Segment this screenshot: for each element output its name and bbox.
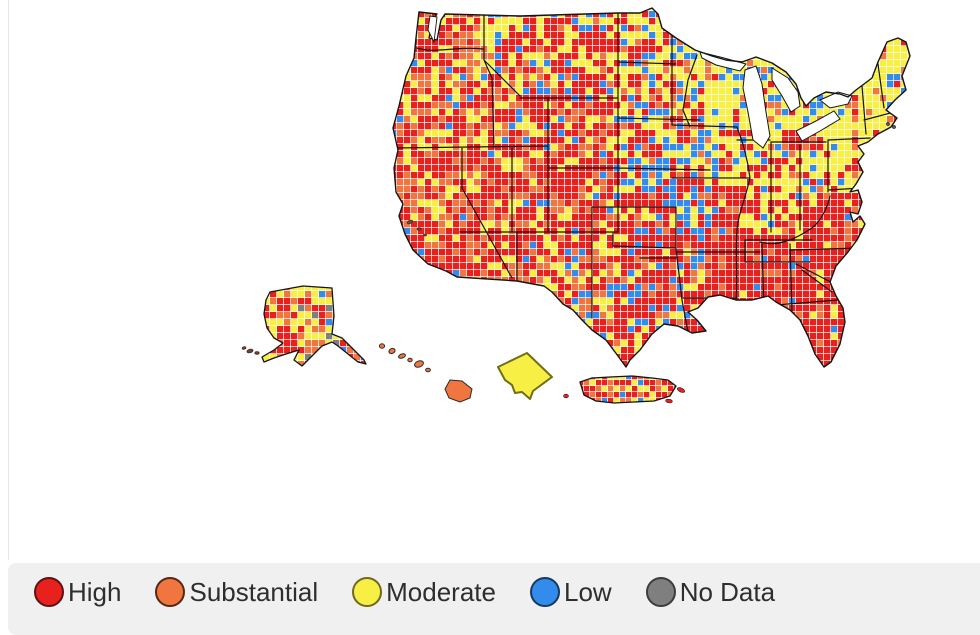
- inset-contiguous-us[interactable]: [390, 4, 977, 444]
- legend-label-moderate: Moderate: [386, 577, 496, 607]
- no-data-swatch-icon: [645, 577, 676, 607]
- legend-item-substantial: Substantial: [155, 577, 318, 607]
- lake-superior-icon: [699, 51, 747, 72]
- legend-label-no-data: No Data: [679, 577, 776, 607]
- us-community-transmission-map[interactable]: [0, 0, 980, 560]
- hawaii-island-lanai[interactable]: [407, 357, 413, 363]
- puerto-rico-outline: [579, 375, 677, 404]
- islet-culebra: [676, 387, 686, 393]
- coastal-islands: [406, 122, 896, 237]
- inset-hawaii[interactable]: [378, 343, 473, 403]
- legend-item-low: Low: [529, 577, 612, 607]
- inset-puerto-rico[interactable]: [563, 374, 686, 404]
- inset-district-of-columbia[interactable]: [497, 352, 553, 400]
- high-swatch-icon: [34, 577, 64, 607]
- substantial-swatch-icon: [155, 577, 186, 607]
- moderate-swatch-icon: [352, 577, 383, 607]
- legend-item-moderate: Moderate: [352, 577, 496, 607]
- channel-island-dot: [423, 233, 427, 237]
- legend-bar: High Substantial Moderate Low No Data: [8, 563, 980, 635]
- legend-label-low: Low: [563, 577, 612, 607]
- hawaii-island-oahu[interactable]: [388, 347, 396, 355]
- hawaii-island-big-island[interactable]: [444, 379, 473, 403]
- hawaii-island-molokai[interactable]: [398, 353, 406, 359]
- channel-island-dot: [416, 227, 422, 231]
- puerto-rico-islets: [563, 387, 686, 404]
- legend-label-substantial: Substantial: [189, 577, 319, 607]
- low-swatch-icon: [529, 577, 560, 607]
- islet-vieques: [665, 398, 673, 404]
- hawaii-island-maui[interactable]: [414, 360, 425, 369]
- hawaii-island-kauai[interactable]: [378, 343, 386, 349]
- nantucket-island-dot: [886, 122, 890, 126]
- inset-alaska[interactable]: [241, 284, 375, 367]
- aleutian-islands: [241, 346, 260, 355]
- map-container: [0, 0, 980, 560]
- channel-island-dot: [406, 219, 414, 225]
- lake-michigan-icon: [742, 65, 771, 149]
- legend-label-high: High: [68, 577, 122, 607]
- panel-left-edge: [8, 0, 9, 560]
- lake-erie-icon: [795, 110, 841, 142]
- contiguous-us-outline: [392, 7, 911, 368]
- legend-item-no-data: No Data: [645, 577, 776, 607]
- hawaii-island-kahoolawe[interactable]: [425, 367, 431, 373]
- legend-item-high: High: [34, 577, 121, 607]
- marthas-vineyard-island-dot: [892, 125, 896, 129]
- puget-sound-icon: [427, 15, 438, 44]
- alaska-outline: [261, 285, 367, 367]
- islet-mona: [563, 393, 569, 399]
- lake-huron-icon: [771, 67, 801, 113]
- state-borders: [393, 12, 895, 333]
